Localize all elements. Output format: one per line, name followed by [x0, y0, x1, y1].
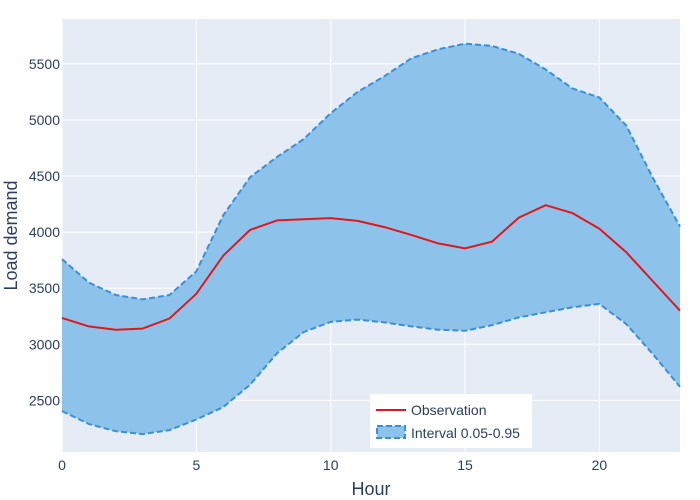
legend-observation-label: Observation — [411, 402, 486, 418]
legend-interval-label: Interval 0.05-0.95 — [411, 425, 520, 441]
y-tick-label: 3500 — [29, 280, 60, 296]
x-tick-label: 15 — [457, 457, 473, 473]
legend[interactable]: Observation Interval 0.05-0.95 — [370, 394, 532, 448]
y-tick-label: 5500 — [29, 56, 60, 72]
legend-interval-swatch — [376, 425, 406, 439]
x-tick-label: 5 — [192, 457, 200, 473]
y-tick-labels: 2500 3000 3500 4000 4500 5000 5500 — [29, 56, 60, 409]
y-axis-title: Load demand — [1, 180, 21, 290]
y-tick-label: 4000 — [29, 224, 60, 240]
interval-lower-line — [61, 302, 681, 436]
y-tick-label: 3000 — [29, 336, 60, 352]
x-tick-labels: 0 5 10 15 20 — [58, 457, 607, 473]
x-tick-label: 20 — [592, 457, 608, 473]
series-layer — [61, 42, 681, 436]
y-tick-label: 4500 — [29, 168, 60, 184]
interval-band — [62, 43, 680, 435]
y-tick-label: 2500 — [29, 392, 60, 408]
interval-upper-line — [61, 42, 681, 301]
observation-line — [61, 204, 681, 331]
y-tick-label: 5000 — [29, 112, 60, 128]
x-tick-label: 0 — [58, 457, 66, 473]
x-tick-label: 10 — [323, 457, 339, 473]
x-axis-title: Hour — [351, 479, 390, 499]
